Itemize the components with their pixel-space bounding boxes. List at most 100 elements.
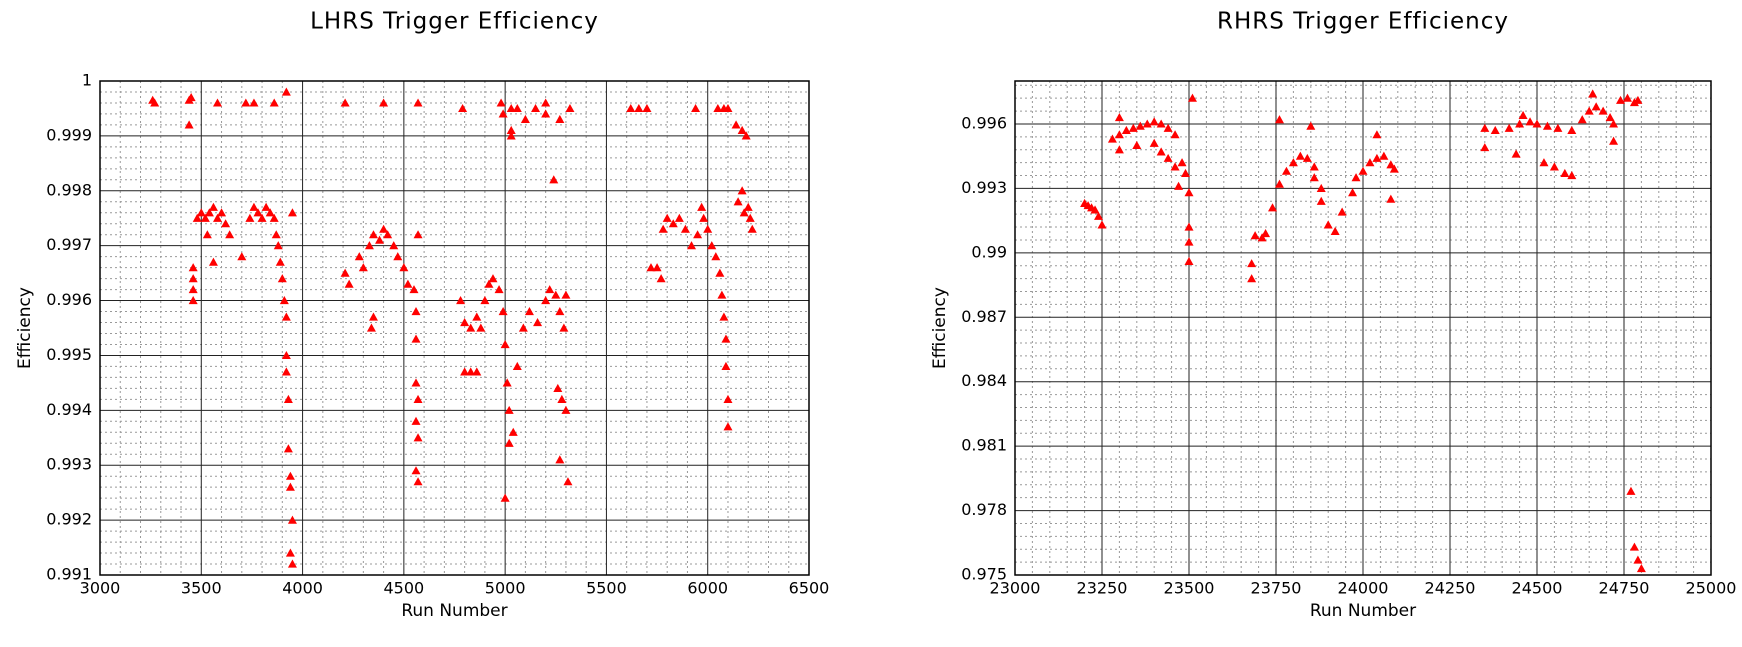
data-point xyxy=(1184,188,1194,197)
data-point xyxy=(518,323,528,332)
data-point xyxy=(476,323,486,332)
data-point xyxy=(403,279,413,288)
data-point xyxy=(273,241,283,250)
data-point xyxy=(472,312,482,321)
data-point xyxy=(1247,274,1257,283)
data-point xyxy=(283,444,293,453)
data-point xyxy=(1163,123,1173,132)
data-point xyxy=(225,230,235,239)
data-point xyxy=(383,230,393,239)
data-point xyxy=(691,103,701,113)
data-point xyxy=(1295,151,1305,160)
data-point xyxy=(379,224,389,233)
x-tick-label: 5000 xyxy=(485,579,526,598)
data-point xyxy=(1629,97,1639,107)
data-point xyxy=(375,235,385,244)
data-point xyxy=(520,114,530,124)
data-point xyxy=(549,175,559,184)
data-point xyxy=(1302,153,1312,162)
chart-title: LHRS Trigger Efficiency xyxy=(310,9,599,35)
data-point xyxy=(555,114,565,124)
data-point xyxy=(196,208,206,217)
x-tick-label: 23000 xyxy=(990,579,1041,598)
data-point xyxy=(413,394,423,403)
data-point xyxy=(488,274,498,283)
data-point xyxy=(283,394,293,403)
data-point xyxy=(379,98,389,107)
data-point xyxy=(1577,115,1587,124)
data-point xyxy=(393,252,403,261)
data-point xyxy=(723,422,733,431)
data-point xyxy=(277,274,287,283)
data-point xyxy=(202,230,212,239)
data-point xyxy=(642,103,652,113)
data-point xyxy=(1128,123,1138,132)
data-point xyxy=(1281,166,1291,175)
data-point xyxy=(687,241,697,250)
data-point xyxy=(389,241,399,250)
data-point xyxy=(1174,181,1184,190)
data-point xyxy=(411,334,421,343)
data-point xyxy=(719,312,729,321)
data-point xyxy=(496,98,506,107)
data-point xyxy=(1316,196,1326,205)
data-point xyxy=(711,252,721,261)
data-point xyxy=(1386,194,1396,203)
data-point xyxy=(745,213,755,222)
data-point xyxy=(1480,123,1490,132)
data-point xyxy=(1633,95,1643,104)
data-point xyxy=(186,92,196,102)
data-point xyxy=(721,334,731,343)
data-point xyxy=(561,290,571,299)
data-point xyxy=(551,290,561,299)
data-point xyxy=(1268,203,1278,212)
data-point xyxy=(1629,542,1639,551)
data-point xyxy=(1560,168,1570,177)
y-tick-label: 0.993 xyxy=(46,455,92,474)
y-tick-label: 0.996 xyxy=(961,113,1007,132)
data-point xyxy=(747,224,757,233)
data-point xyxy=(693,230,703,239)
data-point xyxy=(1274,179,1284,188)
data-point xyxy=(1114,145,1124,154)
data-point xyxy=(1542,121,1552,130)
x-tick-label: 24500 xyxy=(1512,579,1563,598)
data-point xyxy=(1330,226,1340,235)
x-tick-label: 4000 xyxy=(282,579,323,598)
data-point xyxy=(281,312,291,321)
data-point xyxy=(1121,125,1131,134)
y-tick-label: 0.999 xyxy=(46,125,92,144)
data-point xyxy=(1605,113,1615,122)
data-point xyxy=(502,378,512,387)
data-point xyxy=(1379,151,1389,160)
data-point xyxy=(737,186,747,195)
data-point xyxy=(200,213,210,222)
data-point xyxy=(217,208,227,217)
data-point xyxy=(1539,158,1549,167)
data-point xyxy=(150,98,160,107)
data-point xyxy=(1490,125,1500,134)
data-point xyxy=(555,455,565,464)
x-tick-label: 6000 xyxy=(687,579,728,598)
data-point xyxy=(1114,113,1124,122)
data-point xyxy=(208,202,218,211)
data-point xyxy=(1156,147,1166,156)
y-tick-label: 0.981 xyxy=(961,436,1007,455)
data-point xyxy=(1386,160,1396,169)
data-point xyxy=(1247,259,1257,268)
data-point xyxy=(733,197,743,206)
data-point xyxy=(484,279,494,288)
data-point xyxy=(680,224,690,233)
data-point xyxy=(192,213,202,222)
data-point xyxy=(1511,149,1521,158)
data-point xyxy=(188,296,198,305)
data-point xyxy=(358,263,368,272)
data-point xyxy=(498,307,508,316)
x-tick-label: 24750 xyxy=(1599,579,1650,598)
data-point xyxy=(1163,153,1173,162)
data-point xyxy=(656,274,666,283)
data-point xyxy=(460,367,470,376)
data-point xyxy=(1114,130,1124,139)
data-point xyxy=(723,394,733,403)
